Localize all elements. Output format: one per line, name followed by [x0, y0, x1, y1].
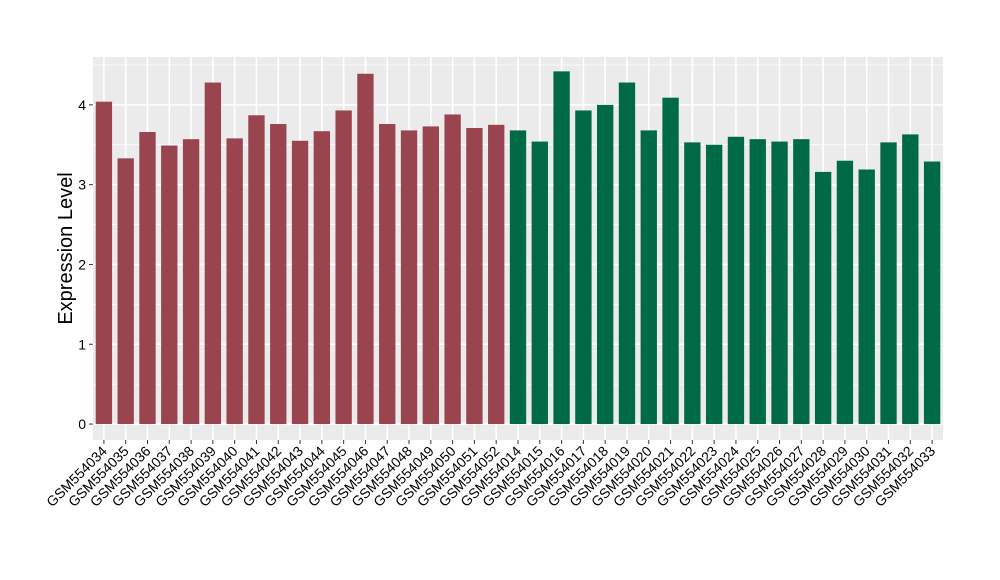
bar-GSM554025: [749, 139, 766, 425]
bar-GSM554024: [727, 136, 745, 425]
bar-GSM554031: [880, 142, 897, 425]
bar-GSM554051: [466, 128, 483, 425]
y-tick-label: 3: [78, 177, 86, 193]
bar-GSM554018: [597, 104, 614, 425]
bar-GSM554037: [161, 145, 178, 425]
y-axis-title: Expression Level: [55, 172, 77, 324]
bar-GSM554043: [291, 140, 309, 425]
bar-GSM554046: [357, 73, 374, 425]
y-tick-label: 1: [78, 336, 86, 352]
bar-GSM554022: [684, 142, 701, 425]
bar-GSM554041: [248, 115, 265, 425]
bar-GSM554028: [814, 171, 832, 425]
bars: [95, 71, 941, 425]
bar-GSM554040: [226, 138, 243, 425]
bar-GSM554016: [553, 71, 570, 425]
bar-GSM554020: [640, 130, 657, 425]
y-tick-label: 2: [78, 256, 86, 272]
bar-GSM554021: [662, 97, 679, 425]
bar-GSM554014: [509, 130, 527, 425]
bar-GSM554038: [182, 139, 200, 425]
bar-GSM554042: [270, 124, 287, 425]
bar-GSM554029: [836, 160, 854, 425]
bar-GSM554047: [379, 124, 396, 425]
y-tick-label: 0: [78, 416, 86, 432]
bar-GSM554026: [771, 141, 788, 425]
bar-GSM554017: [575, 110, 592, 425]
bar-GSM554045: [335, 110, 352, 425]
bar-GSM554019: [618, 82, 636, 425]
y-tick-label: 4: [78, 97, 86, 113]
y-axis: 0 1 2 3 4: [78, 97, 93, 432]
bar-GSM554049: [422, 126, 439, 425]
bar-GSM554048: [400, 130, 418, 425]
bar-GSM554036: [139, 132, 156, 425]
bar-GSM554032: [902, 134, 919, 425]
bar-GSM554052: [488, 124, 505, 425]
x-axis: GSM554034GSM554035GSM554036GSM554037GSM5…: [43, 440, 938, 510]
bar-GSM554035: [117, 158, 134, 425]
bar-GSM554039: [204, 82, 222, 425]
bar-GSM554023: [705, 144, 723, 425]
bar-GSM554050: [444, 114, 461, 425]
bar-GSM554034: [95, 101, 113, 425]
bar-GSM554015: [531, 141, 548, 425]
bar-GSM554033: [923, 161, 941, 425]
bar-GSM554027: [793, 139, 810, 425]
bar-GSM554044: [313, 131, 331, 425]
bar-GSM554030: [858, 169, 875, 425]
